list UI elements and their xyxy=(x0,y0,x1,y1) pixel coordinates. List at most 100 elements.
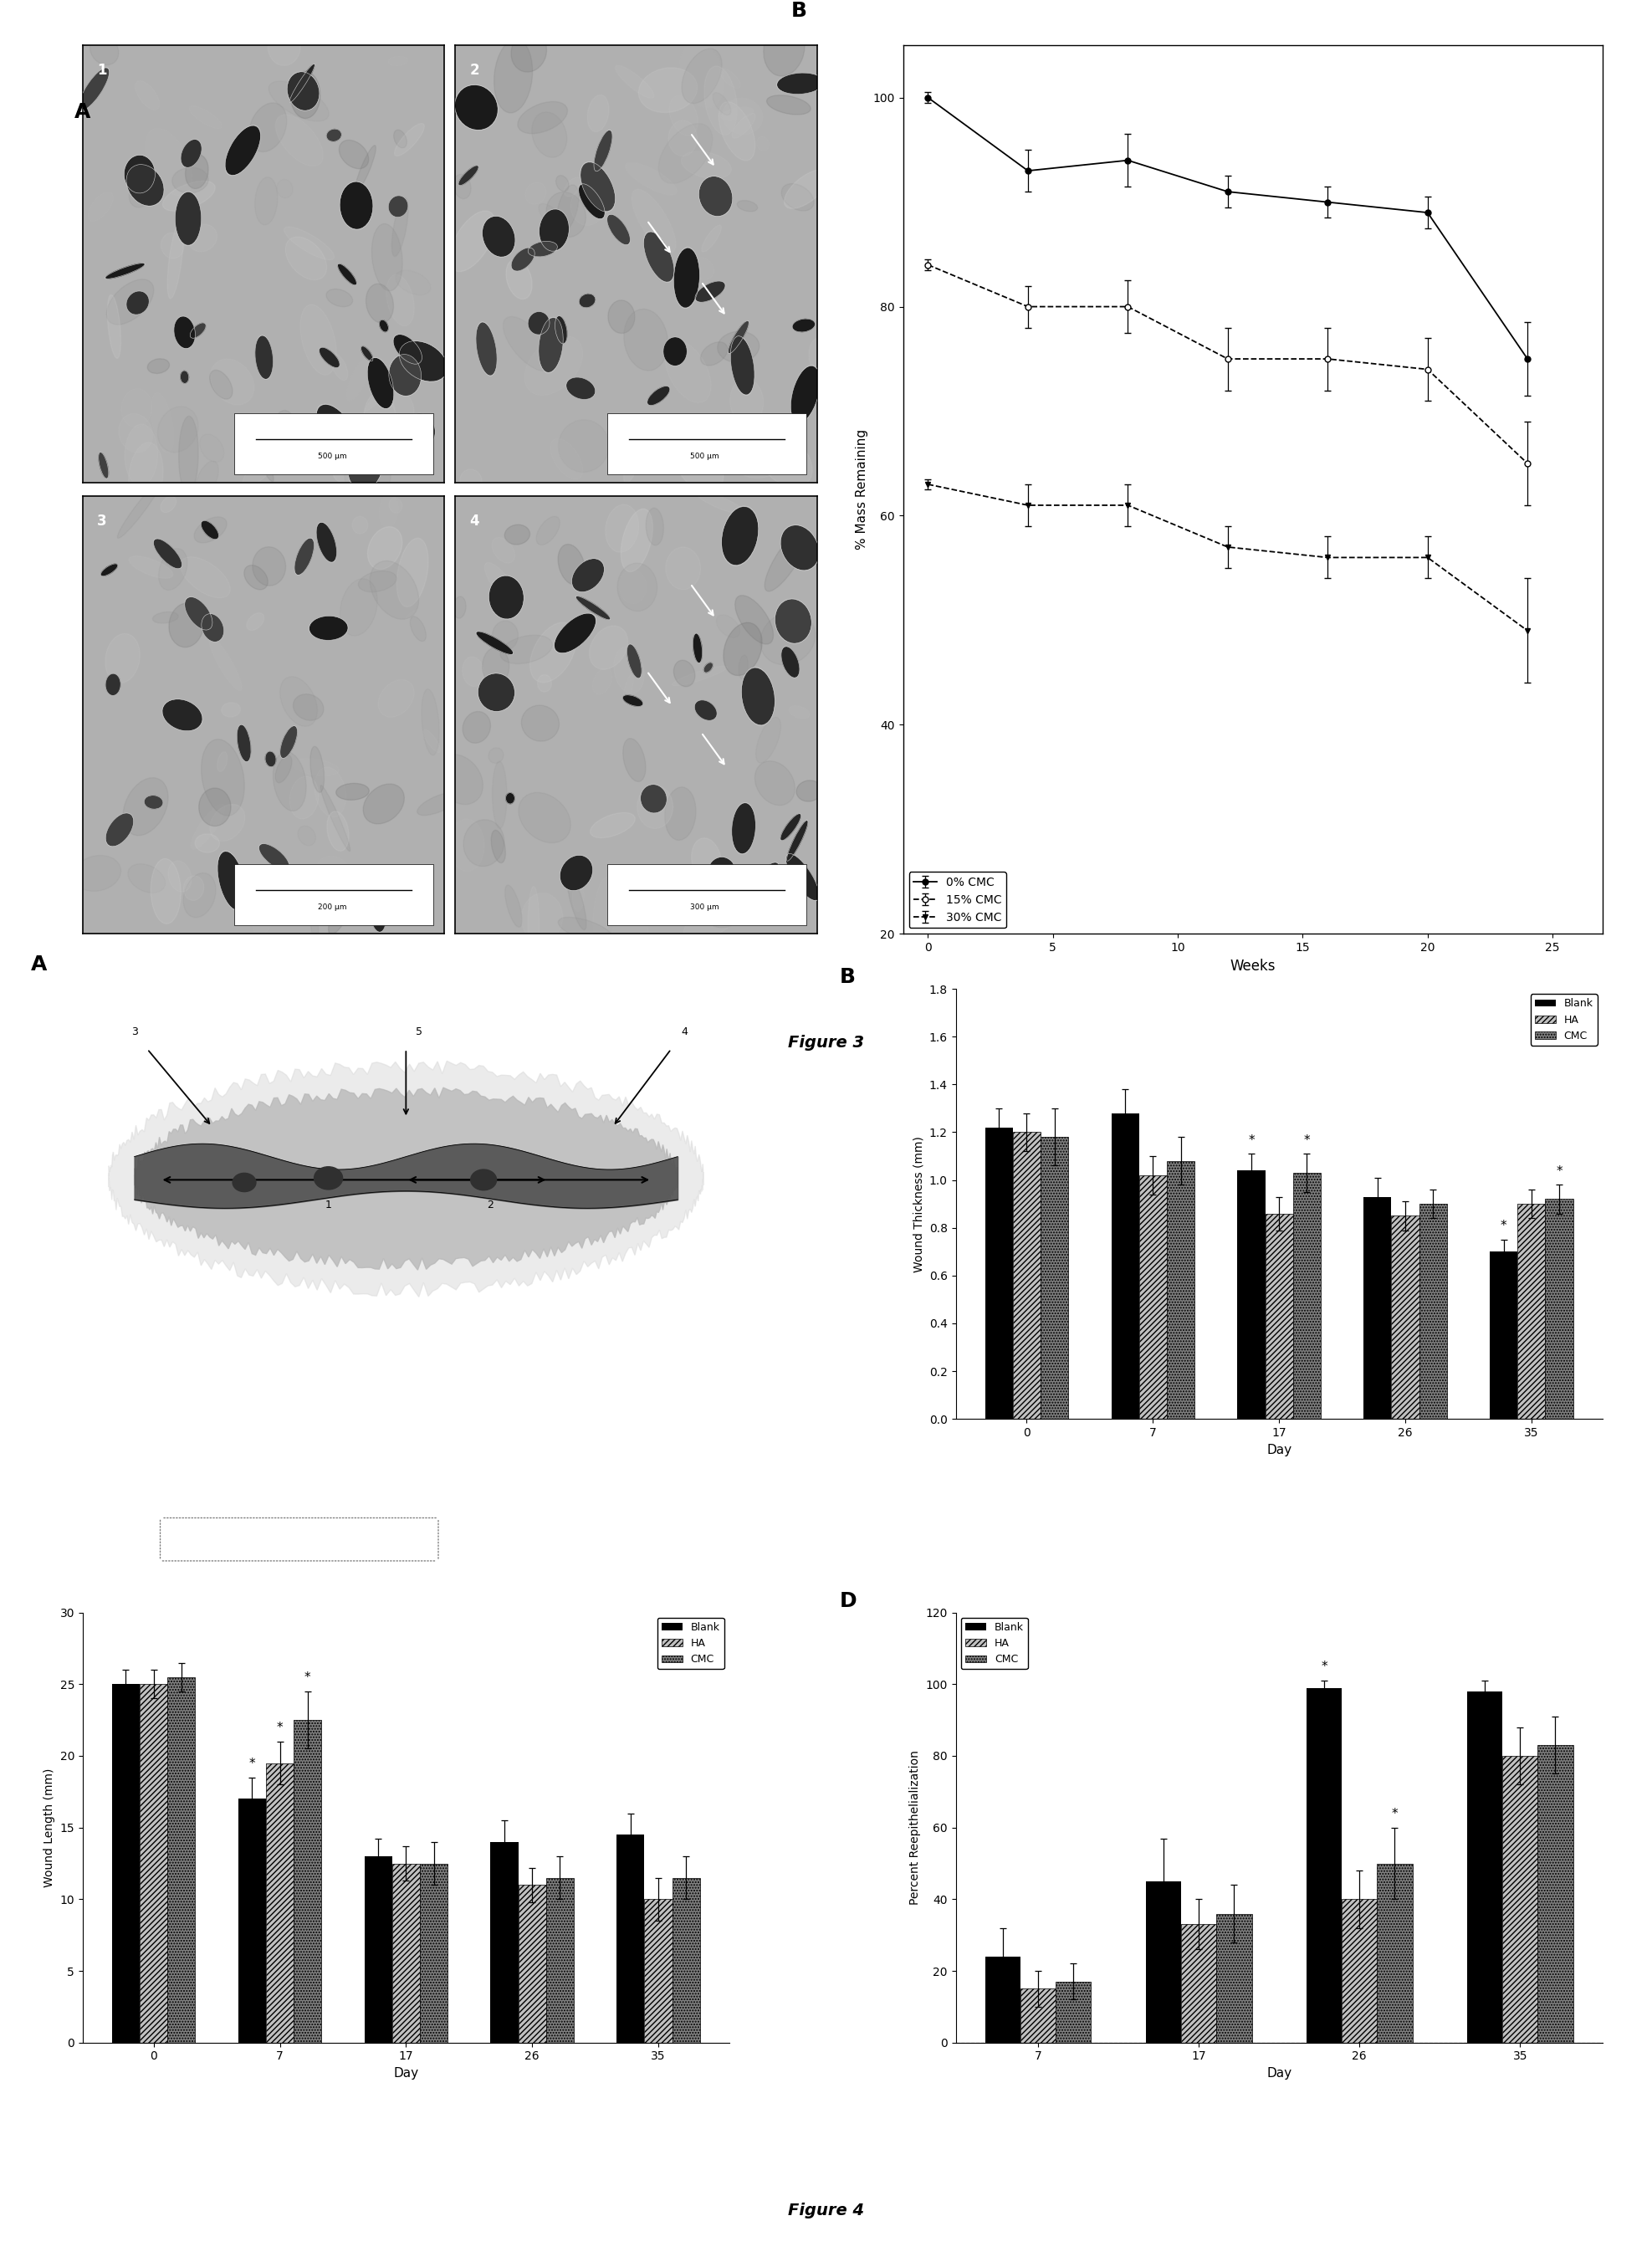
Ellipse shape xyxy=(393,129,406,147)
Ellipse shape xyxy=(492,762,507,827)
Ellipse shape xyxy=(580,184,605,218)
Ellipse shape xyxy=(558,918,613,943)
Ellipse shape xyxy=(286,236,327,279)
Ellipse shape xyxy=(327,812,349,850)
Ellipse shape xyxy=(372,900,385,932)
Ellipse shape xyxy=(510,32,547,73)
Ellipse shape xyxy=(506,793,514,803)
Ellipse shape xyxy=(737,199,758,211)
Ellipse shape xyxy=(129,181,152,206)
Ellipse shape xyxy=(757,716,781,764)
Ellipse shape xyxy=(720,107,753,120)
Ellipse shape xyxy=(195,517,226,542)
Ellipse shape xyxy=(742,669,775,723)
Ellipse shape xyxy=(340,578,377,635)
Ellipse shape xyxy=(522,705,558,741)
Bar xyxy=(1138,1174,1166,1419)
Text: 1: 1 xyxy=(325,1199,332,1211)
Ellipse shape xyxy=(517,102,568,134)
Ellipse shape xyxy=(608,215,629,245)
Ellipse shape xyxy=(674,438,724,492)
Ellipse shape xyxy=(590,626,628,669)
Ellipse shape xyxy=(476,324,497,374)
Ellipse shape xyxy=(524,336,583,394)
Ellipse shape xyxy=(253,886,278,936)
Ellipse shape xyxy=(372,224,403,290)
Ellipse shape xyxy=(226,127,259,175)
Ellipse shape xyxy=(309,875,319,948)
Ellipse shape xyxy=(352,517,368,533)
Ellipse shape xyxy=(557,175,568,190)
Ellipse shape xyxy=(256,336,273,379)
Text: B: B xyxy=(791,0,808,20)
Ellipse shape xyxy=(107,295,121,358)
Ellipse shape xyxy=(626,163,677,195)
Ellipse shape xyxy=(793,320,814,331)
Ellipse shape xyxy=(345,447,378,501)
Ellipse shape xyxy=(532,111,567,156)
Ellipse shape xyxy=(537,676,552,691)
Ellipse shape xyxy=(540,211,568,249)
Ellipse shape xyxy=(259,843,289,868)
Ellipse shape xyxy=(317,524,337,562)
Bar xyxy=(235,864,433,925)
Ellipse shape xyxy=(477,632,512,653)
Ellipse shape xyxy=(291,70,320,118)
Ellipse shape xyxy=(233,1172,256,1192)
Ellipse shape xyxy=(292,694,324,721)
Ellipse shape xyxy=(393,336,421,363)
Ellipse shape xyxy=(248,428,266,453)
Ellipse shape xyxy=(314,1168,342,1190)
Ellipse shape xyxy=(388,499,401,512)
Ellipse shape xyxy=(666,340,710,404)
Ellipse shape xyxy=(121,388,152,428)
Ellipse shape xyxy=(317,406,357,453)
Ellipse shape xyxy=(370,560,418,619)
Ellipse shape xyxy=(314,766,345,816)
Ellipse shape xyxy=(453,596,466,619)
Ellipse shape xyxy=(367,283,393,322)
Ellipse shape xyxy=(218,852,244,909)
Ellipse shape xyxy=(107,279,154,324)
Ellipse shape xyxy=(329,893,354,934)
Ellipse shape xyxy=(760,612,816,664)
Ellipse shape xyxy=(330,354,349,381)
Ellipse shape xyxy=(788,821,808,859)
Ellipse shape xyxy=(681,152,732,179)
Ellipse shape xyxy=(423,730,441,753)
Ellipse shape xyxy=(697,458,709,474)
Ellipse shape xyxy=(279,676,317,725)
Ellipse shape xyxy=(588,95,610,131)
Bar xyxy=(420,1863,448,2043)
X-axis label: Weeks: Weeks xyxy=(1231,959,1275,973)
Polygon shape xyxy=(109,1061,704,1297)
Ellipse shape xyxy=(325,288,352,306)
Legend: Blank, HA, CMC: Blank, HA, CMC xyxy=(1530,995,1597,1045)
Ellipse shape xyxy=(555,317,567,342)
Ellipse shape xyxy=(547,193,586,238)
Ellipse shape xyxy=(786,855,818,900)
Bar xyxy=(1419,1204,1447,1419)
Ellipse shape xyxy=(529,313,548,333)
Ellipse shape xyxy=(506,884,522,927)
Ellipse shape xyxy=(491,830,506,864)
Ellipse shape xyxy=(519,793,570,843)
Text: 300 μm: 300 μm xyxy=(691,905,719,911)
Bar xyxy=(1363,1197,1391,1419)
Ellipse shape xyxy=(157,406,198,453)
Ellipse shape xyxy=(395,122,425,156)
Ellipse shape xyxy=(106,632,140,682)
Text: *: * xyxy=(1322,1662,1327,1673)
Ellipse shape xyxy=(145,129,192,195)
Ellipse shape xyxy=(289,775,319,818)
Ellipse shape xyxy=(656,442,682,474)
Ellipse shape xyxy=(135,82,160,109)
Ellipse shape xyxy=(722,508,758,564)
Ellipse shape xyxy=(695,701,717,721)
Text: 4: 4 xyxy=(469,515,479,528)
Ellipse shape xyxy=(699,898,738,920)
Ellipse shape xyxy=(314,855,355,907)
Ellipse shape xyxy=(101,564,117,576)
Ellipse shape xyxy=(781,814,801,839)
Ellipse shape xyxy=(395,270,431,295)
